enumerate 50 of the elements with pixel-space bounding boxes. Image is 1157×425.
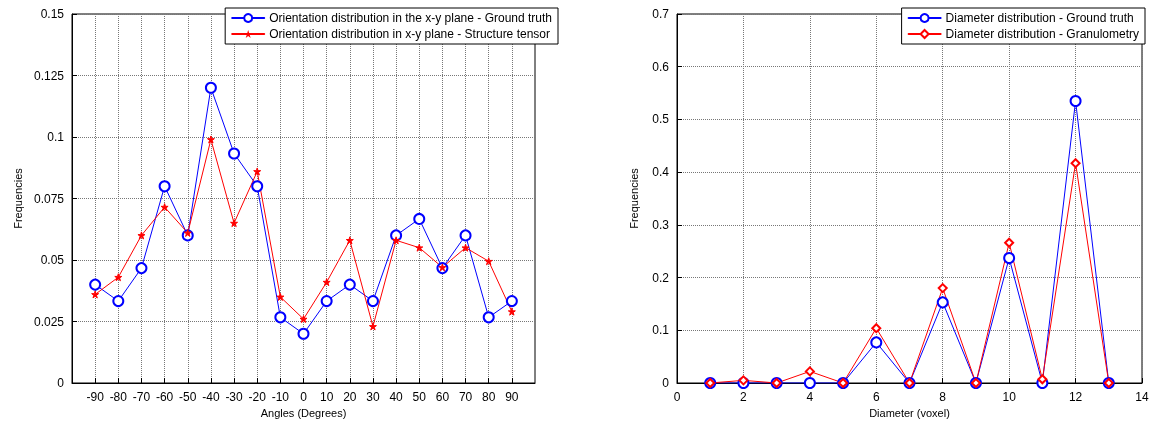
y-axis-title: Frequencies: [11, 167, 24, 229]
y-tick-label: 0.4: [652, 165, 670, 180]
x-tick-label: 70: [458, 390, 473, 404]
y-tick-label: 0.125: [33, 68, 65, 83]
x-tick-label: 14: [1135, 390, 1149, 404]
y-tick-label: 0: [57, 376, 65, 390]
y-tick-label: 0.6: [652, 59, 670, 74]
x-tick-label: 40: [389, 390, 404, 404]
x-tick-label: 60: [435, 390, 450, 404]
y-tick-label: 0.075: [33, 191, 65, 206]
x-tick-label: 10: [319, 390, 334, 404]
x-tick-label: -80: [109, 390, 128, 404]
x-axis-title: Angles (Degrees): [260, 407, 347, 420]
y-tick-label: 0.7: [652, 7, 670, 21]
x-tick-label: 0: [673, 390, 681, 404]
x-tick-label: 0: [300, 390, 308, 404]
x-tick-label: 30: [366, 390, 380, 404]
legend-label: Diameter distribution - Granulometry: [945, 27, 1140, 41]
legend-label: Orientation distribution in the x-y plane - Ground truth: [269, 11, 553, 25]
y-axis-title: Frequencies: [627, 167, 640, 229]
x-axis-title: Diameter (voxel): [869, 407, 950, 420]
y-tick-label: 0.5: [652, 112, 670, 127]
y-tick-label: 0.025: [33, 314, 65, 329]
y-tick-label: 0.1: [47, 130, 65, 144]
x-tick-label: -50: [179, 390, 197, 404]
x-tick-label: 12: [1068, 390, 1083, 404]
y-tick-label: 0.15: [40, 7, 65, 21]
legend-label: Diameter distribution - Ground truth: [945, 11, 1134, 25]
x-tick-label: 6: [872, 390, 880, 404]
y-tick-label: 0: [662, 376, 670, 390]
x-tick-label: 4: [806, 390, 814, 404]
x-tick-label: 2: [740, 390, 748, 404]
x-tick-label: 8: [939, 390, 947, 404]
legend-label: Orientation distribution in x-y plane - Structure tensor: [269, 27, 550, 41]
x-tick-label: 50: [412, 390, 427, 404]
x-tick-label: 80: [482, 390, 496, 404]
y-tick-label: 0.2: [652, 270, 670, 285]
y-tick-label: 0.3: [652, 217, 670, 232]
x-tick-label: -90: [86, 390, 105, 404]
x-tick-label: -30: [225, 390, 244, 404]
x-tick-label: -70: [132, 390, 151, 404]
y-tick-label: 0.1: [652, 323, 670, 338]
x-tick-label: -40: [202, 390, 220, 404]
x-tick-label: -10: [271, 390, 290, 404]
x-tick-label: -20: [248, 390, 267, 404]
x-tick-label: -60: [155, 390, 174, 404]
x-tick-label: 90: [505, 390, 519, 404]
x-tick-label: 10: [1002, 390, 1017, 404]
y-tick-label: 0.05: [40, 253, 65, 267]
x-tick-label: 20: [343, 390, 357, 404]
